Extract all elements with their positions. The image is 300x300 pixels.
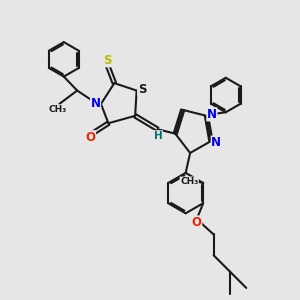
Text: N: N (207, 108, 217, 121)
Text: S: S (103, 54, 111, 67)
Text: CH₃: CH₃ (180, 177, 198, 186)
Text: N: N (211, 136, 221, 149)
Text: N: N (91, 98, 100, 110)
Text: H: H (154, 131, 162, 141)
Text: S: S (138, 82, 146, 96)
Text: O: O (192, 216, 202, 229)
Text: CH₃: CH₃ (49, 105, 67, 114)
Text: O: O (85, 131, 96, 144)
